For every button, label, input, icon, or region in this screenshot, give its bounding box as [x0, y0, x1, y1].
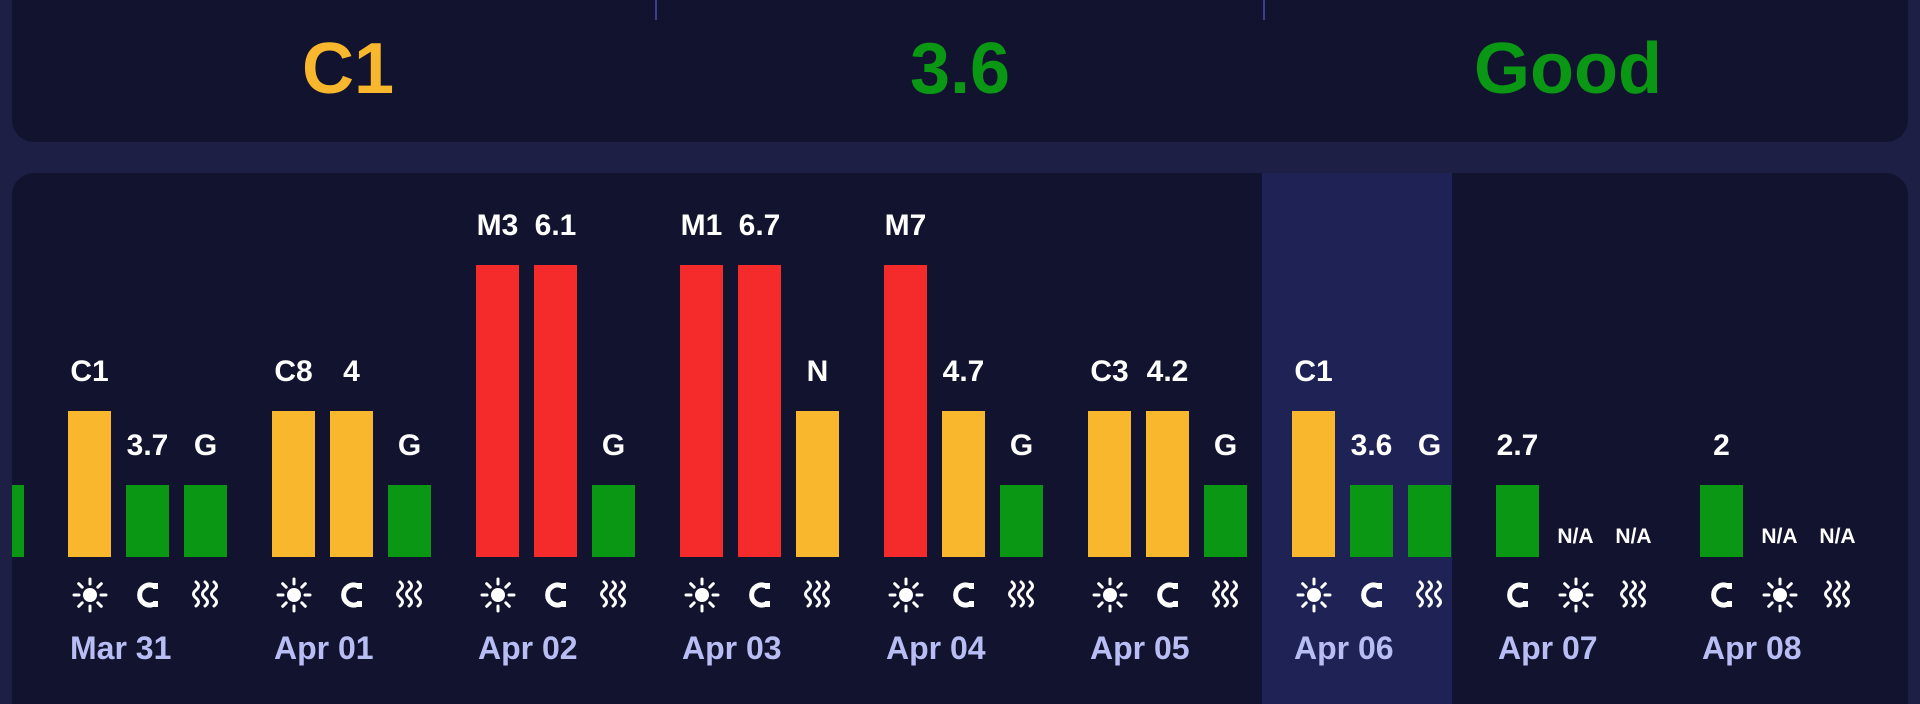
forecast-panel: C1 3.7 G Mar 31 C8 4 G Apr 01 M3 6.1 G Apr 02 M1 6.7 N…	[12, 173, 1908, 704]
bar-value-label: N/A	[1615, 525, 1652, 548]
day-date-label[interactable]: Apr 05	[1090, 630, 1190, 666]
bar-value-label: C1	[70, 355, 109, 388]
bar-value-label: M1	[680, 209, 723, 242]
forecast-bar[interactable]	[884, 265, 927, 557]
partial-bar	[12, 485, 24, 557]
bar-value-label: C8	[274, 355, 313, 388]
magnet-icon	[1704, 577, 1740, 613]
waves-icon	[188, 577, 224, 613]
magnet-icon	[946, 577, 982, 613]
forecast-bar[interactable]	[738, 265, 781, 557]
day-date-label[interactable]: Mar 31	[70, 630, 172, 666]
magnet-icon	[742, 577, 778, 613]
magnet-icon	[538, 577, 574, 613]
sun-icon	[1558, 577, 1594, 613]
waves-icon	[1616, 577, 1652, 613]
magnet-icon	[130, 577, 166, 613]
waves-icon	[1004, 577, 1040, 613]
day-date-label[interactable]: Apr 07	[1498, 630, 1598, 666]
bar-value-label: M3	[476, 209, 519, 242]
forecast-bar[interactable]	[272, 411, 315, 557]
forecast-bar[interactable]	[942, 411, 985, 557]
forecast-bar[interactable]	[1204, 485, 1247, 557]
forecast-bar[interactable]	[1146, 411, 1189, 557]
day-date-label[interactable]: Apr 03	[682, 630, 782, 666]
day-date-label[interactable]: Apr 02	[478, 630, 578, 666]
bar-value-label: G	[1009, 429, 1034, 462]
bar-value-label: 3.7	[126, 429, 169, 462]
forecast-bar[interactable]	[1292, 411, 1335, 557]
bar-value-label: N/A	[1557, 525, 1594, 548]
waves-icon	[392, 577, 428, 613]
sun-icon	[72, 577, 108, 613]
sun-icon	[480, 577, 516, 613]
forecast-bar[interactable]	[1088, 411, 1131, 557]
forecast-bar[interactable]	[592, 485, 635, 557]
magnet-icon	[334, 577, 370, 613]
summary-radiation-status: Good	[1474, 29, 1662, 109]
bar-value-label: N/A	[1819, 525, 1856, 548]
magnet-icon	[1354, 577, 1390, 613]
sun-icon	[1296, 577, 1332, 613]
sun-icon	[1762, 577, 1798, 613]
forecast-bar[interactable]	[1000, 485, 1043, 557]
bar-value-label: M7	[884, 209, 927, 242]
summary-divider	[655, 0, 657, 20]
bar-value-label: G	[397, 429, 422, 462]
day-date-label[interactable]: Apr 04	[886, 630, 986, 666]
bar-value-label: 4	[343, 355, 360, 388]
waves-icon	[596, 577, 632, 613]
bar-value-label: 6.7	[738, 209, 781, 242]
summary-kp-index: 3.6	[909, 29, 1011, 109]
forecast-bar[interactable]	[184, 485, 227, 557]
bar-value-label: 4.7	[942, 355, 985, 388]
day-date-label[interactable]: Apr 01	[274, 630, 374, 666]
bar-value-label: 2.7	[1496, 429, 1539, 462]
forecast-bar[interactable]	[1408, 485, 1451, 557]
forecast-bar[interactable]	[68, 411, 111, 557]
bar-value-label: G	[193, 429, 218, 462]
day-date-label[interactable]: Apr 06	[1294, 630, 1394, 666]
sun-icon	[888, 577, 924, 613]
waves-icon	[800, 577, 836, 613]
bar-value-label: C3	[1090, 355, 1129, 388]
bar-value-label: 6.1	[534, 209, 577, 242]
magnet-icon	[1150, 577, 1186, 613]
sun-icon	[684, 577, 720, 613]
waves-icon	[1412, 577, 1448, 613]
bar-value-label: G	[601, 429, 626, 462]
bar-value-label: 4.2	[1146, 355, 1189, 388]
bar-value-label: G	[1213, 429, 1238, 462]
magnet-icon	[1500, 577, 1536, 613]
forecast-bar[interactable]	[1496, 485, 1539, 557]
sun-icon	[1092, 577, 1128, 613]
summary-divider	[1263, 0, 1265, 20]
bar-value-label: N/A	[1761, 525, 1798, 548]
day-date-label[interactable]: Apr 08	[1702, 630, 1802, 666]
forecast-bar[interactable]	[1700, 485, 1743, 557]
forecast-bar[interactable]	[126, 485, 169, 557]
bar-value-label: 3.6	[1350, 429, 1393, 462]
bar-value-label: C1	[1294, 355, 1333, 388]
bar-value-label: 2	[1713, 429, 1730, 462]
forecast-bar[interactable]	[330, 411, 373, 557]
forecast-bar[interactable]	[534, 265, 577, 557]
bar-value-label: N	[806, 355, 829, 388]
forecast-bar[interactable]	[1350, 485, 1393, 557]
summary-flare-class: C1	[301, 29, 395, 109]
waves-icon	[1820, 577, 1856, 613]
waves-icon	[1208, 577, 1244, 613]
forecast-bar[interactable]	[680, 265, 723, 557]
sun-icon	[276, 577, 312, 613]
summary-card: C1 3.6 Good	[12, 0, 1908, 142]
forecast-bar[interactable]	[796, 411, 839, 557]
forecast-bar[interactable]	[476, 265, 519, 557]
bar-value-label: G	[1417, 429, 1442, 462]
forecast-bar[interactable]	[388, 485, 431, 557]
